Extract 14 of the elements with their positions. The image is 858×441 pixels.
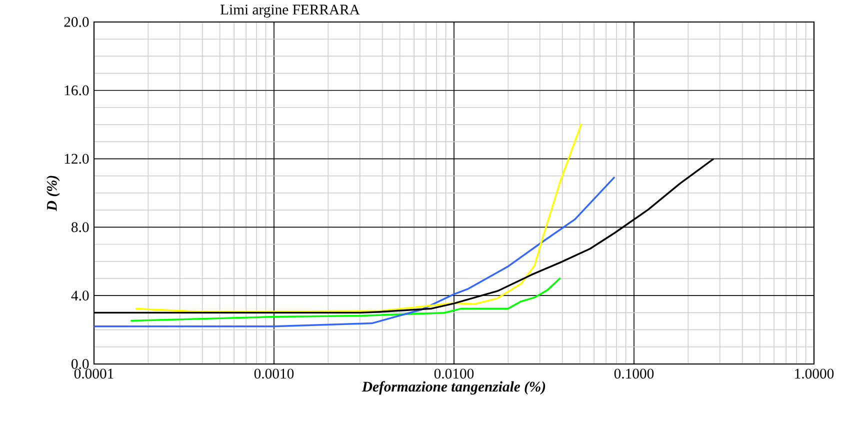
x-tick-label: 0.1000 <box>614 368 654 379</box>
x-tick-label: 0.0100 <box>434 368 474 379</box>
y-tick-label: 4.0 <box>71 290 89 301</box>
y-tick-label: 16.0 <box>64 85 89 96</box>
chart-title: Limi argine FERRARA <box>220 4 360 18</box>
x-tick-label: 0.0010 <box>254 368 294 379</box>
y-tick-label: 20.0 <box>64 17 89 27</box>
x-tick-label: 0.0001 <box>74 368 114 379</box>
x-tick-label: 1.0000 <box>795 368 834 379</box>
y-tick-label: 8.0 <box>72 222 89 232</box>
y-tick-label: 12.0 <box>64 154 89 164</box>
y-axis-title: D (%) <box>46 176 60 212</box>
y-tick-label: 0.0 <box>72 359 89 369</box>
x-axis-title: Deformazione tangenziale (%) <box>362 381 546 395</box>
